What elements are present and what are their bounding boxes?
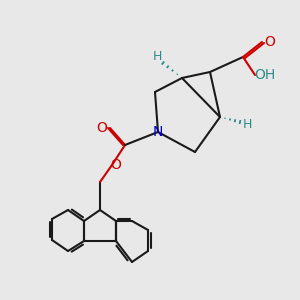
Text: OH: OH: [254, 68, 276, 82]
Text: O: O: [111, 158, 122, 172]
Text: O: O: [265, 35, 275, 49]
Text: H: H: [242, 118, 252, 131]
Text: H: H: [152, 50, 162, 62]
Text: N: N: [153, 125, 163, 139]
Text: O: O: [97, 121, 107, 135]
